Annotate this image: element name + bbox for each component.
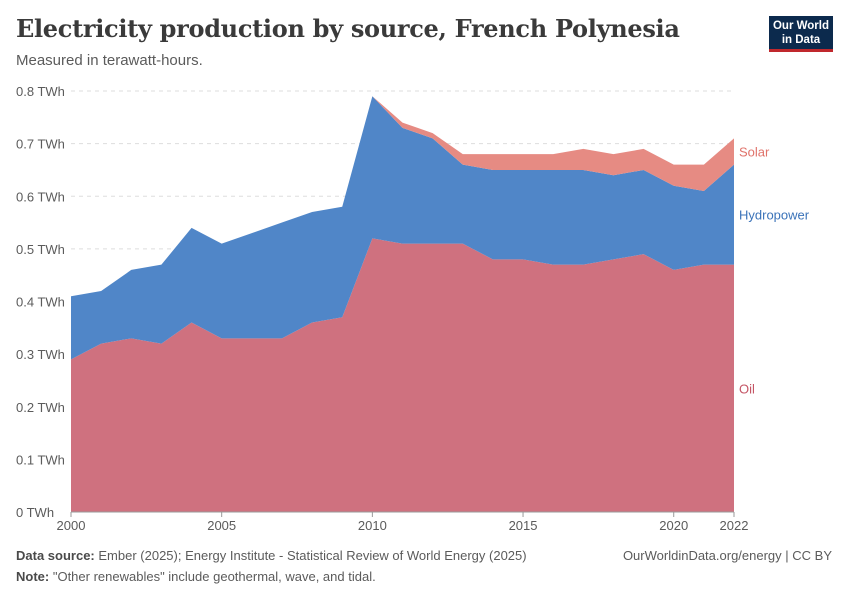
y-tick-label: 0.8 TWh bbox=[16, 84, 65, 99]
x-tick-label: 2022 bbox=[720, 518, 749, 533]
x-tick-label: 2005 bbox=[207, 518, 236, 533]
note-text: "Other renewables" include geothermal, w… bbox=[52, 569, 376, 584]
y-tick-label: 0.2 TWh bbox=[16, 400, 65, 415]
chart-title: Electricity production by source, French… bbox=[16, 14, 680, 43]
owid-logo[interactable]: Our World in Data bbox=[769, 16, 833, 52]
logo-line-1: Our World bbox=[772, 20, 829, 32]
y-tick-label: 0.4 TWh bbox=[16, 295, 65, 310]
note-label: Note: bbox=[16, 569, 50, 584]
data-source-text: Ember (2025); Energy Institute - Statist… bbox=[98, 548, 527, 563]
series-label-oil: Oil bbox=[739, 381, 755, 396]
series-label-solar: Solar bbox=[739, 145, 770, 160]
chart-subtitle: Measured in terawatt-hours. bbox=[16, 52, 203, 69]
data-source-label: Data source: bbox=[16, 548, 95, 563]
note-line: Note: "Other renewables" include geother… bbox=[16, 569, 376, 584]
logo-line-2: in Data bbox=[781, 34, 821, 46]
y-tick-label: 0.7 TWh bbox=[16, 137, 65, 152]
x-tick-label: 2000 bbox=[57, 518, 86, 533]
series-area-hydropower bbox=[71, 96, 734, 360]
series-area-oil bbox=[71, 238, 734, 512]
x-tick-label: 2020 bbox=[659, 518, 688, 533]
credit-link[interactable]: OurWorldinData.org/energy | CC BY bbox=[622, 548, 832, 563]
series-label-hydropower: Hydropower bbox=[739, 208, 810, 223]
y-tick-label: 0.3 TWh bbox=[16, 347, 65, 362]
data-source-line: Data source: Ember (2025); Energy Instit… bbox=[16, 548, 527, 563]
y-tick-label: 0.1 TWh bbox=[16, 452, 65, 467]
y-tick-label: 0.5 TWh bbox=[16, 242, 65, 257]
x-tick-label: 2015 bbox=[509, 518, 538, 533]
x-tick-label: 2010 bbox=[358, 518, 387, 533]
y-tick-label: 0 TWh bbox=[16, 505, 54, 520]
y-tick-label: 0.6 TWh bbox=[16, 189, 65, 204]
